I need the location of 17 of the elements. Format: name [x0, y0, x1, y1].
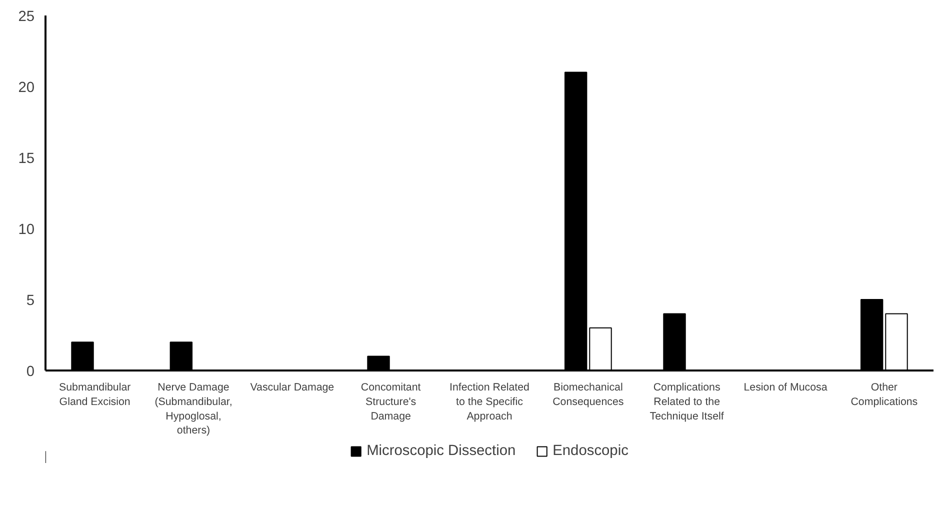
legend-label: Microscopic Dissection [366, 443, 516, 459]
x-tick-label: Submandibular Gland Excision [58, 382, 132, 408]
x-tick-label: Concomitant Structure's Damage [360, 382, 421, 422]
legend-label: Endoscopic [552, 443, 628, 459]
x-tick-label: Biomechanical Consequences [552, 382, 624, 408]
y-tick-label: 5 [26, 293, 35, 309]
y-tick-label: 15 [18, 151, 35, 167]
x-tick-label: Lesion of Mucosa [744, 382, 828, 394]
x-tick-label: Nerve Damage (Submandibular, Hypoglosal, others) [154, 382, 232, 437]
y-tick-label: 10 [18, 222, 35, 238]
y-tick-label: 20 [18, 80, 35, 96]
y-tick-label: 25 [18, 9, 35, 25]
x-tick-label: Vascular Damage [250, 382, 334, 394]
x-tick-label: Infection Related to the Specific Approach [450, 382, 530, 422]
x-tick-label: Complications Related to the Technique Itself [650, 382, 724, 422]
x-tick-label: Other Complications [850, 382, 918, 408]
y-tick-label: 0 [26, 364, 35, 380]
